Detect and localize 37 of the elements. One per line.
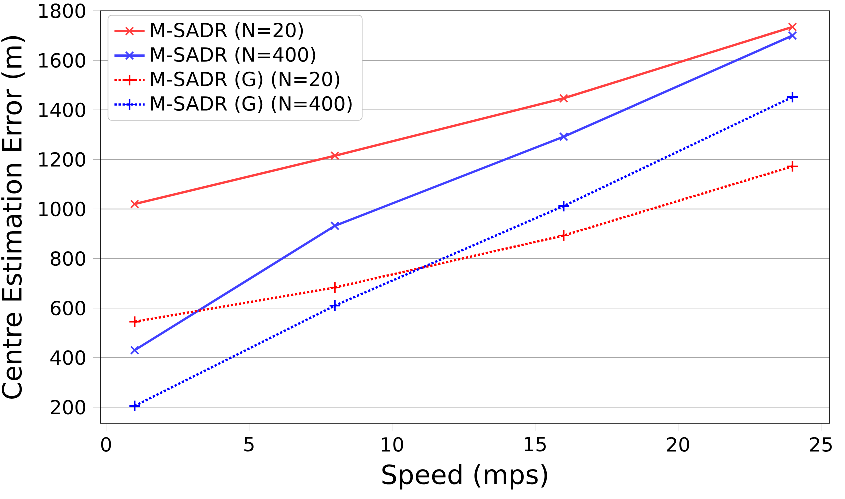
y-tick-label: 200 xyxy=(51,400,86,415)
y-tick-label: 1400 xyxy=(39,102,86,118)
x-tick-label: 25 xyxy=(810,437,832,452)
point xyxy=(329,300,342,312)
point xyxy=(786,91,799,104)
x-axis-title: Speed (mps) xyxy=(382,464,548,490)
x-tick-label: 15 xyxy=(525,437,546,452)
point xyxy=(558,230,570,242)
y-tick-label: 1800 xyxy=(39,4,86,18)
x-tick-label: 20 xyxy=(667,437,690,452)
point xyxy=(559,94,568,104)
y-tick-label: 400 xyxy=(50,350,86,366)
legend-label: M-SADR (N=400) xyxy=(151,47,316,64)
y-tick-label: 1200 xyxy=(39,152,86,168)
point xyxy=(128,316,142,328)
x-tick-label: 10 xyxy=(382,437,404,452)
point xyxy=(329,282,342,294)
point xyxy=(558,200,570,212)
y-tick-label: 600 xyxy=(51,301,86,316)
legend-label: M-SADR (G) (N=400) xyxy=(151,96,352,114)
point xyxy=(130,200,140,209)
y-tick-label: 1000 xyxy=(39,202,86,217)
x-tick-label: 5 xyxy=(244,437,254,452)
legend-label: M-SADR (G) (N=20) xyxy=(151,72,340,89)
point xyxy=(128,400,142,412)
point xyxy=(330,151,340,161)
point xyxy=(788,22,798,32)
point xyxy=(330,222,340,231)
point xyxy=(788,31,798,40)
y-tick-label: 1600 xyxy=(39,53,86,68)
point xyxy=(559,132,568,142)
point xyxy=(786,160,799,173)
y-tick-label: 800 xyxy=(51,251,86,266)
x-tick-label: 0 xyxy=(101,437,112,452)
point xyxy=(130,346,140,355)
y-axis-title: Centre Estimation Error (m) xyxy=(2,36,26,399)
legend-label: M-SADR (N=20) xyxy=(151,22,304,40)
